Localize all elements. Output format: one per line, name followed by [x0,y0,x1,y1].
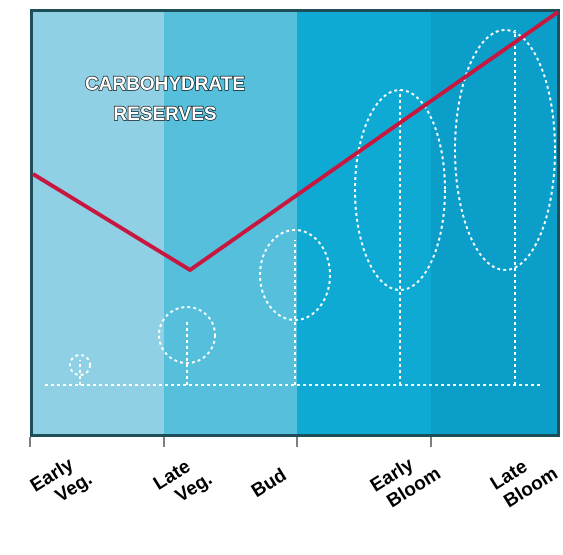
title: CARBOHYDRATE [85,74,245,95]
plants [45,29,556,386]
stage-label: Bud [248,465,290,502]
title: RESERVES [113,104,216,125]
reserves-line [31,10,560,273]
stage-band [297,12,431,434]
stage-label-line: Bud [248,465,290,502]
stage-band [431,12,557,434]
stage-band [33,12,164,434]
